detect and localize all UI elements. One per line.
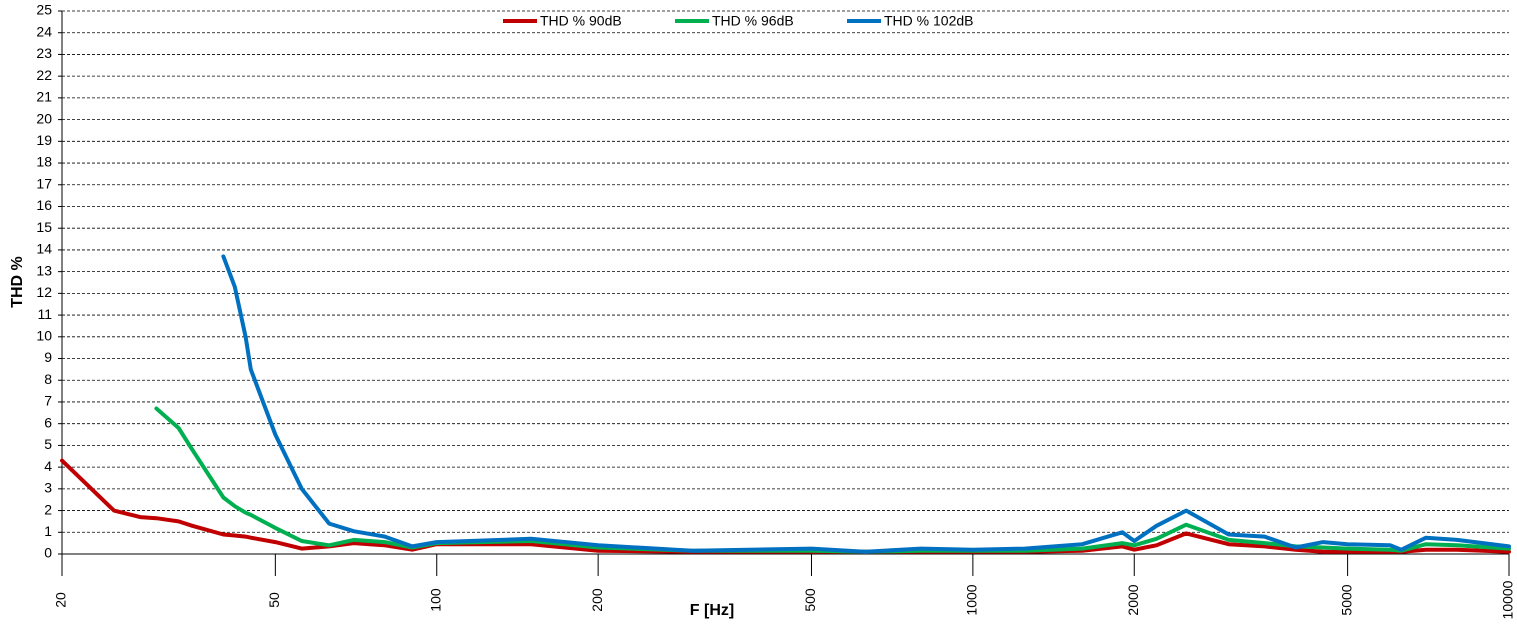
y-tick-label: 1 [44, 523, 52, 539]
y-axis-title: THD % [9, 256, 26, 308]
y-tick-label: 0 [44, 545, 52, 561]
y-tick-label: 23 [36, 45, 52, 61]
x-tick-label: 10000 [1500, 580, 1516, 619]
y-tick-label: 24 [36, 23, 52, 39]
series-line [221, 254, 1511, 554]
legend-label: THD % 96dB [712, 13, 794, 29]
y-tick-label: 13 [36, 262, 52, 278]
x-tick-label: 20 [53, 592, 69, 608]
legend-label: THD % 90dB [540, 13, 622, 29]
x-tick-label: 5000 [1338, 584, 1354, 615]
y-tick-label: 9 [44, 349, 52, 365]
x-tick-label: 2000 [1125, 584, 1141, 615]
x-tick-label: 500 [802, 588, 818, 612]
x-tick-label: 200 [589, 588, 605, 612]
x-tick-label: 100 [427, 588, 443, 612]
y-tick-label: 5 [44, 436, 52, 452]
y-tick-label: 4 [44, 458, 52, 474]
x-tick-label: 50 [266, 592, 282, 608]
y-tick-label: 17 [36, 175, 52, 191]
y-tick-label: 7 [44, 393, 52, 409]
series-line [60, 458, 1511, 554]
y-tick-label: 11 [37, 306, 52, 322]
y-tick-label: 20 [36, 110, 52, 126]
y-tick-label: 10 [36, 328, 52, 344]
y-tick-label: 16 [36, 197, 52, 213]
y-tick-label: 6 [44, 414, 52, 430]
x-axis-title: F [Hz] [690, 602, 734, 619]
y-tick-label: 19 [36, 132, 52, 148]
legend-label: THD % 102dB [884, 13, 973, 29]
y-tick-label: 25 [36, 2, 52, 18]
y-tick-label: 15 [36, 219, 52, 235]
y-tick-label: 22 [36, 67, 52, 83]
y-tick-label: 18 [36, 154, 52, 170]
y-tick-label: 8 [44, 371, 52, 387]
y-tick-label: 21 [36, 89, 52, 105]
y-tick-label: 14 [36, 241, 52, 257]
y-tick-label: 12 [36, 284, 52, 300]
x-tick-label: 1000 [964, 584, 980, 615]
y-tick-label: 3 [44, 480, 52, 496]
y-tick-label: 2 [44, 501, 52, 517]
